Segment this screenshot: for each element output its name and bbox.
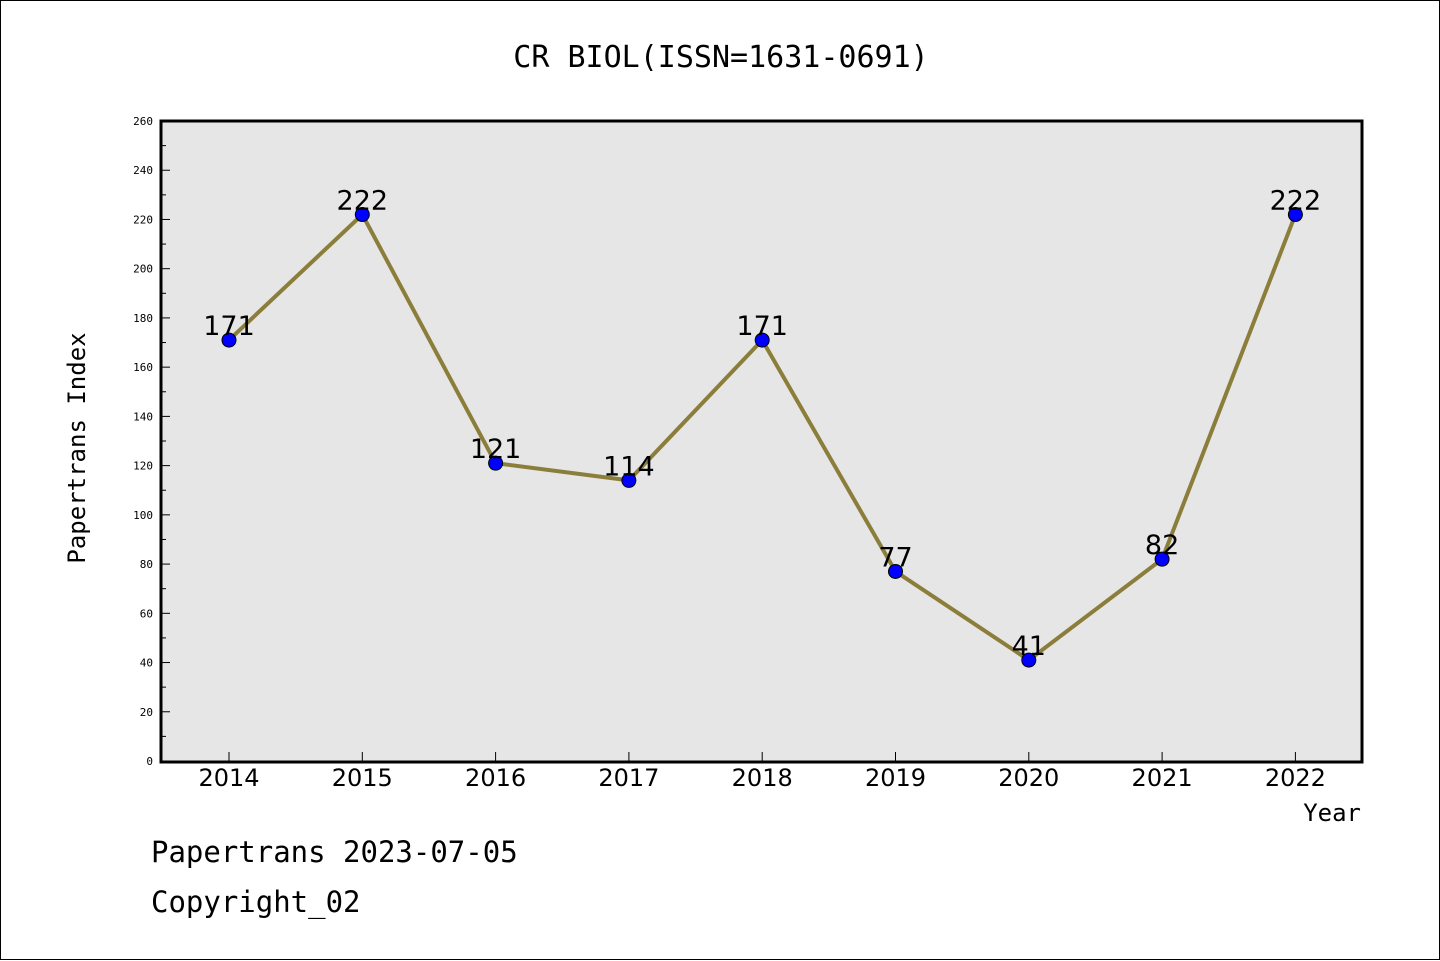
y-tick-label: 180 xyxy=(133,312,153,325)
y-tick-label: 0 xyxy=(146,755,153,768)
plot-area xyxy=(159,119,1364,764)
data-point xyxy=(754,332,770,348)
x-tick-label: 2015 xyxy=(332,764,393,792)
y-tick-label: 80 xyxy=(140,558,153,571)
series-group: 171 222 121 114 171 77 41 82 222 xyxy=(203,186,1321,668)
x-axis-label: Year xyxy=(1303,799,1361,827)
data-label: 82 xyxy=(1145,530,1179,561)
y-tick-label: 20 xyxy=(140,706,153,719)
data-label: 121 xyxy=(470,434,522,465)
x-tick-label: 2018 xyxy=(732,764,793,792)
x-tick-label: 2016 xyxy=(465,764,526,792)
chart-title: CR BIOL(ISSN=1631-0691) xyxy=(513,40,928,75)
data-label: 171 xyxy=(736,311,788,342)
data-point xyxy=(1021,652,1037,668)
y-axis-label: Papertrans Index xyxy=(63,332,91,563)
y-tick-label: 100 xyxy=(133,509,153,522)
y-tick-label: 240 xyxy=(133,164,153,177)
data-label: 114 xyxy=(603,451,655,482)
data-label: 171 xyxy=(203,311,255,342)
y-axis: 0 20 40 60 80 100 120 140 160 180 200 220 240 260 xyxy=(133,115,170,768)
x-axis: 2014 2015 2016 2017 2018 2019 2020 2021 2022 xyxy=(198,752,1326,792)
data-label: 41 xyxy=(1012,631,1046,662)
y-tick-label: 260 xyxy=(133,115,153,128)
data-point xyxy=(1287,207,1303,223)
x-tick-label: 2020 xyxy=(998,764,1059,792)
y-tick-label: 200 xyxy=(133,263,153,276)
y-tick-label: 140 xyxy=(133,410,153,423)
x-tick-label: 2014 xyxy=(198,764,259,792)
data-point xyxy=(488,455,504,471)
y-tick-label: 120 xyxy=(133,460,153,473)
x-tick-label: 2019 xyxy=(865,764,926,792)
x-tick-label: 2022 xyxy=(1265,764,1326,792)
data-label: 222 xyxy=(1270,186,1322,217)
data-point xyxy=(354,207,370,223)
y-tick-label: 220 xyxy=(133,213,153,226)
data-point xyxy=(621,472,637,488)
y-tick-label: 40 xyxy=(140,657,153,670)
data-label: 222 xyxy=(337,186,389,217)
data-point xyxy=(1154,551,1170,567)
y-tick-label: 160 xyxy=(133,361,153,374)
data-point xyxy=(221,332,237,348)
footer-copyright-line: Copyright_02 xyxy=(151,885,361,919)
y-tick-label: 60 xyxy=(140,607,153,620)
data-point xyxy=(888,563,903,579)
data-label: 77 xyxy=(878,542,912,573)
x-tick-label: 2021 xyxy=(1132,764,1193,792)
footer-date-line: Papertrans 2023-07-05 xyxy=(151,835,518,869)
x-tick-label: 2017 xyxy=(598,764,659,792)
